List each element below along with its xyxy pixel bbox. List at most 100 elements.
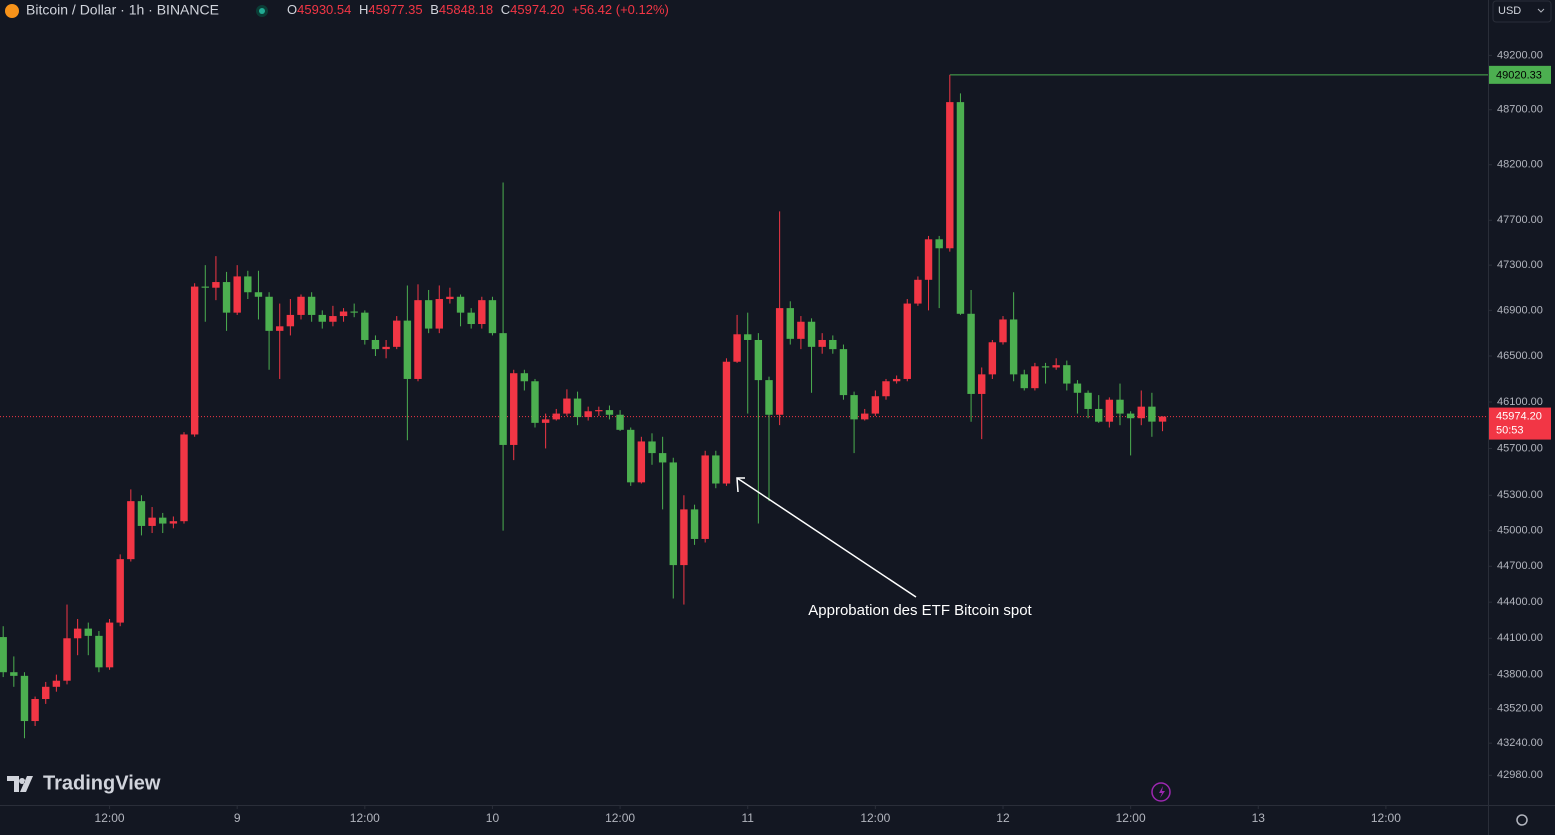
candle-body — [446, 296, 454, 300]
y-tick-label: 44400.00 — [1497, 596, 1543, 608]
y-tick-label: 45300.00 — [1497, 489, 1543, 501]
y-tick-label: 47700.00 — [1497, 214, 1543, 226]
h-value: 45977.35 — [368, 2, 422, 17]
x-tick-label: 12 — [996, 811, 1010, 825]
x-tick-label: 9 — [234, 811, 241, 825]
candle-body — [510, 373, 518, 445]
candle-body — [563, 398, 571, 414]
y-tick-label: 47300.00 — [1497, 259, 1543, 271]
candle-body — [222, 282, 231, 313]
candle-body — [212, 282, 220, 288]
candle-body — [754, 339, 763, 381]
candle-body — [797, 321, 805, 339]
candle-body — [882, 381, 890, 397]
x-tick-label: 12:00 — [95, 811, 125, 825]
y-tick-label: 48200.00 — [1497, 159, 1543, 171]
candle-body — [265, 296, 273, 331]
candle-body — [690, 509, 699, 539]
y-tick-label: 43240.00 — [1497, 737, 1543, 749]
candle-body — [286, 314, 295, 327]
y-tick-label: 45000.00 — [1497, 525, 1543, 537]
x-tick-label: 12:00 — [1116, 811, 1146, 825]
candle-body — [499, 333, 507, 445]
candle-body — [850, 395, 858, 420]
candle-body — [116, 559, 124, 623]
candle-body — [595, 410, 603, 412]
candle-body — [84, 628, 92, 636]
c-value: 45974.20 — [510, 2, 564, 17]
candle-body — [956, 102, 965, 314]
candle-body — [839, 349, 848, 396]
candle-body — [1052, 365, 1060, 368]
candle-body — [297, 296, 305, 315]
candle-body — [765, 380, 773, 415]
y-tick-label: 44700.00 — [1497, 560, 1543, 572]
candle-body — [1148, 406, 1156, 422]
candle-body — [712, 455, 720, 484]
candle-body — [52, 680, 61, 687]
candle-body — [361, 312, 369, 340]
candle-body — [999, 319, 1007, 343]
alert-icon[interactable] — [1151, 782, 1171, 802]
candle-body — [1084, 392, 1092, 409]
candle-body — [818, 339, 826, 347]
candle-body — [552, 413, 560, 420]
annotation-arrowhead — [736, 477, 745, 493]
candle-body — [329, 316, 337, 322]
o-value: 45930.54 — [297, 2, 351, 17]
candle-body — [892, 378, 901, 382]
o-key: O — [287, 2, 297, 17]
candle-body — [244, 276, 252, 293]
candle-body — [605, 410, 614, 415]
candle-body — [658, 453, 667, 463]
x-tick-label: 13 — [1252, 811, 1266, 825]
candle-body — [680, 509, 688, 566]
countdown: 50:53 — [1496, 424, 1524, 436]
l-key: B — [430, 2, 439, 17]
high-label-box — [1489, 65, 1551, 84]
candle-body — [393, 320, 401, 347]
candle-body — [1063, 365, 1071, 384]
candle-body — [637, 441, 646, 483]
candle-body — [382, 346, 390, 350]
settings-icon[interactable] — [1516, 814, 1528, 826]
h-key: H — [359, 2, 368, 17]
candle-body — [435, 299, 443, 329]
candle-body — [786, 308, 794, 339]
candle-body — [456, 296, 465, 313]
status-dot — [259, 8, 265, 14]
candle-body — [169, 521, 178, 524]
symbol-icon — [5, 4, 19, 18]
currency[interactable]: USD — [1498, 5, 1521, 17]
x-tick-label: 12:00 — [605, 811, 635, 825]
candle-body — [190, 286, 199, 435]
x-tick-label: 10 — [486, 811, 500, 825]
y-tick-label: 43800.00 — [1497, 669, 1543, 681]
candle-body — [31, 699, 39, 722]
candle-body — [967, 313, 975, 394]
plot: 49200.00 48700.00 48200.00 47700.00 47300.00… — [0, 49, 1543, 825]
alert-bolt — [1159, 786, 1165, 798]
candle-body — [988, 342, 997, 375]
candle-body — [1009, 319, 1018, 375]
x-tick-label: 12:00 — [1371, 811, 1401, 825]
candle-body — [871, 396, 880, 414]
candle-body — [1020, 374, 1028, 389]
candle-body — [424, 300, 433, 329]
candle-body — [318, 314, 326, 322]
symbol[interactable]: Bitcoin / Dollar · 1h · BINANCE — [26, 2, 219, 18]
y-tick-label: 44100.00 — [1497, 632, 1543, 644]
candle-body — [829, 339, 837, 350]
currency-button[interactable] — [1492, 0, 1552, 23]
candle-body — [20, 675, 29, 722]
candle-body — [467, 312, 475, 325]
candle-body — [180, 434, 188, 522]
candle-body — [903, 303, 911, 379]
y-tick-label: 46100.00 — [1497, 396, 1543, 408]
annotation: Approbation des ETF Bitcoin spot — [808, 602, 1032, 619]
candle-body — [148, 517, 156, 526]
candle-body — [541, 419, 550, 423]
candle-body — [584, 411, 592, 418]
candle-body — [1105, 399, 1114, 422]
